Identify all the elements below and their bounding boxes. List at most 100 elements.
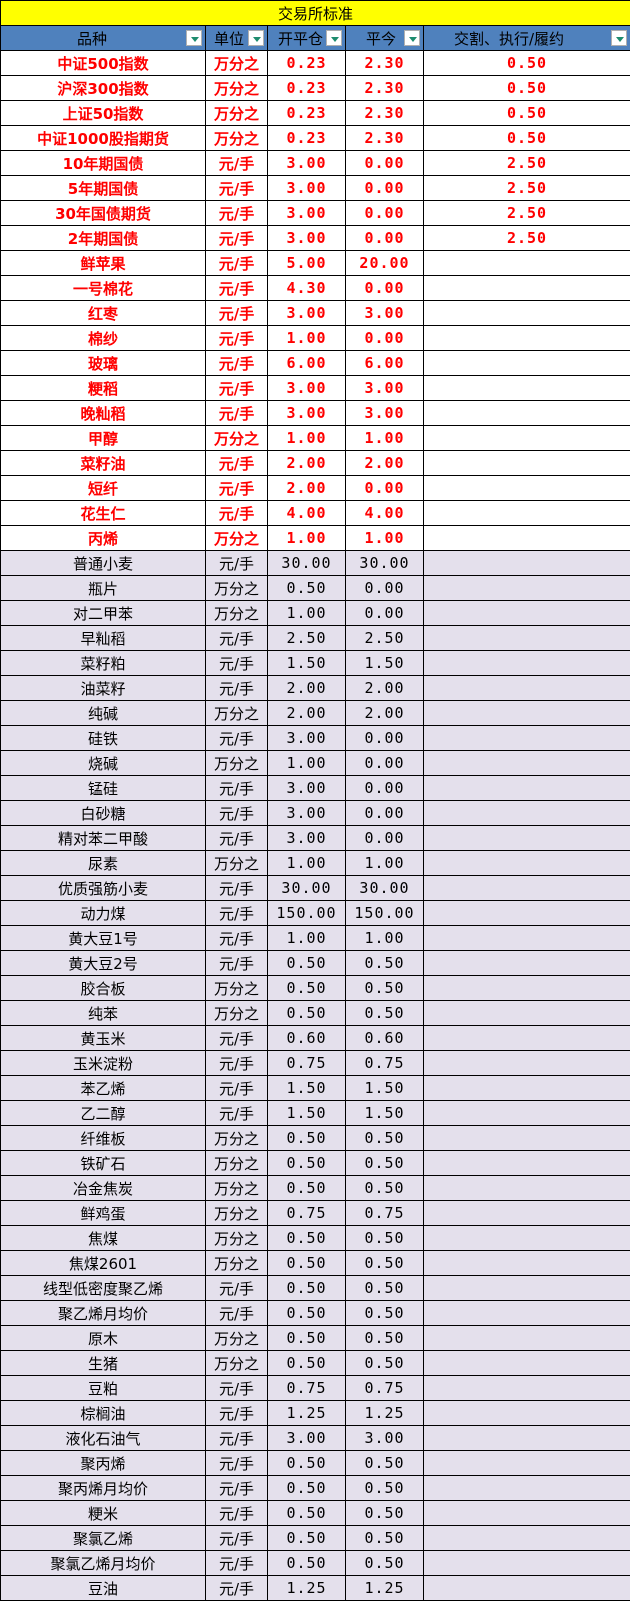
unit-cell[interactable]: 元/手 <box>205 675 268 701</box>
variety-cell[interactable]: 尿素 <box>0 850 206 876</box>
open-close-fee-cell[interactable]: 0.50 <box>267 1150 346 1176</box>
variety-cell[interactable]: 纯苯 <box>0 1000 206 1026</box>
open-close-fee-cell[interactable]: 2.00 <box>267 450 346 476</box>
delivery-fee-cell[interactable] <box>423 1125 630 1151</box>
close-today-fee-cell[interactable]: 2.00 <box>345 675 424 701</box>
variety-cell[interactable]: 油菜籽 <box>0 675 206 701</box>
variety-cell[interactable]: 上证50指数 <box>0 100 206 126</box>
delivery-fee-cell[interactable] <box>423 1450 630 1476</box>
unit-cell[interactable]: 元/手 <box>205 375 268 401</box>
close-today-fee-cell[interactable]: 1.00 <box>345 525 424 551</box>
open-close-fee-cell[interactable]: 4.30 <box>267 275 346 301</box>
unit-cell[interactable]: 元/手 <box>205 1525 268 1551</box>
delivery-fee-cell[interactable] <box>423 1025 630 1051</box>
delivery-fee-cell[interactable] <box>423 525 630 551</box>
unit-cell[interactable]: 万分之 <box>205 75 268 101</box>
open-close-fee-cell[interactable]: 0.50 <box>267 1525 346 1551</box>
open-close-fee-cell[interactable]: 0.50 <box>267 1275 346 1301</box>
delivery-fee-cell[interactable] <box>423 875 630 901</box>
unit-cell[interactable]: 元/手 <box>205 1100 268 1126</box>
close-today-fee-cell[interactable]: 0.50 <box>345 1500 424 1526</box>
unit-cell[interactable]: 元/手 <box>205 1275 268 1301</box>
delivery-fee-cell[interactable] <box>423 1150 630 1176</box>
variety-cell[interactable]: 生猪 <box>0 1350 206 1376</box>
close-today-fee-cell[interactable]: 0.50 <box>345 1225 424 1251</box>
close-today-fee-cell[interactable]: 0.00 <box>345 775 424 801</box>
delivery-fee-cell[interactable] <box>423 1350 630 1376</box>
delivery-fee-cell[interactable] <box>423 1100 630 1126</box>
delivery-fee-cell[interactable]: 2.50 <box>423 175 630 201</box>
delivery-fee-cell[interactable]: 0.50 <box>423 100 630 126</box>
close-today-fee-cell[interactable]: 150.00 <box>345 900 424 926</box>
close-today-fee-cell[interactable]: 1.50 <box>345 650 424 676</box>
delivery-fee-cell[interactable] <box>423 800 630 826</box>
close-today-fee-cell[interactable]: 0.75 <box>345 1375 424 1401</box>
close-today-fee-cell[interactable]: 1.25 <box>345 1400 424 1426</box>
close-today-fee-cell[interactable]: 2.00 <box>345 700 424 726</box>
variety-cell[interactable]: 中证1000股指期货 <box>0 125 206 151</box>
close-today-fee-cell[interactable]: 0.50 <box>345 1300 424 1326</box>
variety-cell[interactable]: 聚氯乙烯 <box>0 1525 206 1551</box>
variety-cell[interactable]: 精对苯二甲酸 <box>0 825 206 851</box>
variety-cell[interactable]: 2年期国债 <box>0 225 206 251</box>
unit-cell[interactable]: 元/手 <box>205 650 268 676</box>
unit-cell[interactable]: 元/手 <box>205 350 268 376</box>
delivery-fee-cell[interactable] <box>423 1500 630 1526</box>
close-today-fee-cell[interactable]: 1.00 <box>345 425 424 451</box>
open-close-fee-cell[interactable]: 1.00 <box>267 525 346 551</box>
open-close-fee-cell[interactable]: 1.00 <box>267 750 346 776</box>
open-close-fee-cell[interactable]: 3.00 <box>267 800 346 826</box>
open-close-fee-cell[interactable]: 1.50 <box>267 650 346 676</box>
open-close-fee-cell[interactable]: 3.00 <box>267 375 346 401</box>
open-close-fee-cell[interactable]: 0.23 <box>267 125 346 151</box>
delivery-fee-cell[interactable] <box>423 375 630 401</box>
open-close-fee-cell[interactable]: 2.00 <box>267 475 346 501</box>
close-today-fee-cell[interactable]: 20.00 <box>345 250 424 276</box>
delivery-fee-cell[interactable] <box>423 650 630 676</box>
variety-cell[interactable]: 纤维板 <box>0 1125 206 1151</box>
open-close-fee-cell[interactable]: 0.50 <box>267 1325 346 1351</box>
delivery-fee-cell[interactable] <box>423 600 630 626</box>
unit-cell[interactable]: 元/手 <box>205 625 268 651</box>
unit-cell[interactable]: 元/手 <box>205 1450 268 1476</box>
unit-cell[interactable]: 万分之 <box>205 700 268 726</box>
variety-cell[interactable]: 聚丙烯 <box>0 1450 206 1476</box>
filter-dropdown-icon[interactable] <box>248 30 264 46</box>
variety-cell[interactable]: 聚乙烯月均价 <box>0 1300 206 1326</box>
open-close-fee-cell[interactable]: 3.00 <box>267 225 346 251</box>
unit-cell[interactable]: 元/手 <box>205 825 268 851</box>
unit-cell[interactable]: 元/手 <box>205 250 268 276</box>
delivery-fee-cell[interactable] <box>423 825 630 851</box>
delivery-fee-cell[interactable] <box>423 1250 630 1276</box>
variety-cell[interactable]: 30年国债期货 <box>0 200 206 226</box>
variety-cell[interactable]: 菜籽粕 <box>0 650 206 676</box>
unit-cell[interactable]: 万分之 <box>205 1225 268 1251</box>
variety-cell[interactable]: 棉纱 <box>0 325 206 351</box>
open-close-fee-cell[interactable]: 2.00 <box>267 700 346 726</box>
close-today-fee-cell[interactable]: 1.00 <box>345 925 424 951</box>
open-close-fee-cell[interactable]: 0.23 <box>267 50 346 76</box>
delivery-fee-cell[interactable] <box>423 1275 630 1301</box>
close-today-fee-cell[interactable]: 0.60 <box>345 1025 424 1051</box>
open-close-fee-cell[interactable]: 0.50 <box>267 1550 346 1576</box>
close-today-fee-cell[interactable]: 0.00 <box>345 825 424 851</box>
delivery-fee-cell[interactable] <box>423 950 630 976</box>
open-close-fee-cell[interactable]: 3.00 <box>267 725 346 751</box>
unit-cell[interactable]: 万分之 <box>205 125 268 151</box>
close-today-fee-cell[interactable]: 3.00 <box>345 300 424 326</box>
open-close-fee-cell[interactable]: 1.00 <box>267 425 346 451</box>
delivery-fee-cell[interactable] <box>423 1550 630 1576</box>
unit-cell[interactable]: 元/手 <box>205 900 268 926</box>
close-today-fee-cell[interactable]: 0.00 <box>345 275 424 301</box>
open-close-fee-cell[interactable]: 1.00 <box>267 925 346 951</box>
unit-cell[interactable]: 万分之 <box>205 600 268 626</box>
filter-dropdown-icon[interactable] <box>326 30 342 46</box>
delivery-fee-cell[interactable] <box>423 925 630 951</box>
close-today-fee-cell[interactable]: 3.00 <box>345 375 424 401</box>
open-close-fee-cell[interactable]: 0.50 <box>267 1250 346 1276</box>
variety-cell[interactable]: 苯乙烯 <box>0 1075 206 1101</box>
variety-cell[interactable]: 黄玉米 <box>0 1025 206 1051</box>
delivery-fee-cell[interactable] <box>423 275 630 301</box>
delivery-fee-cell[interactable] <box>423 300 630 326</box>
variety-cell[interactable]: 短纤 <box>0 475 206 501</box>
